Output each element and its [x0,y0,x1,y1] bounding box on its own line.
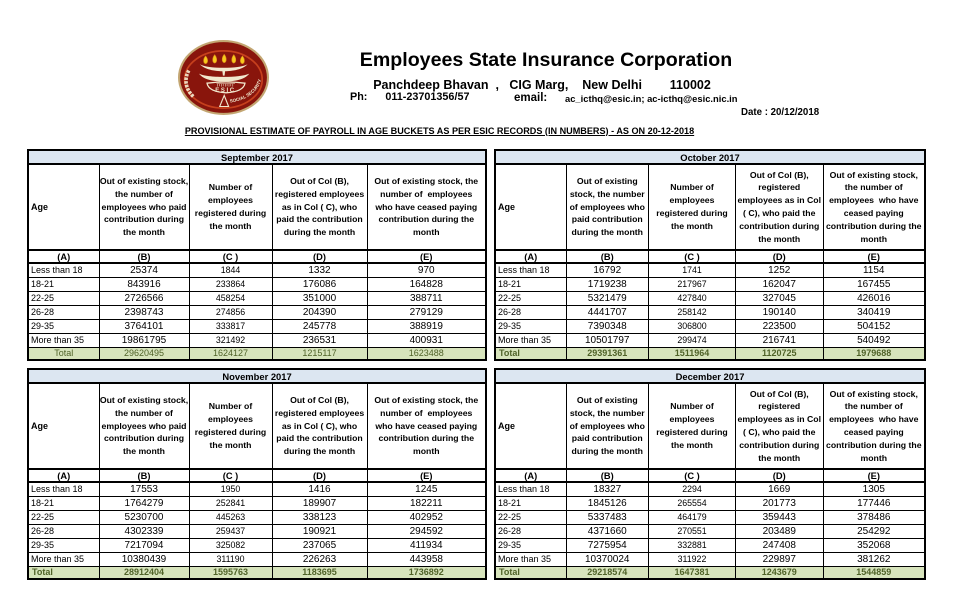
svg-text:ESIC: ESIC [215,88,235,94]
